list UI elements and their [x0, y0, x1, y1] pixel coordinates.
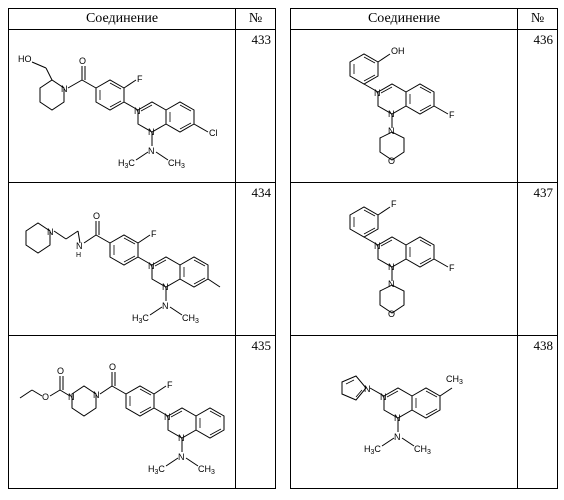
compound-number-cell: 436 — [518, 30, 558, 183]
svg-text:CH3: CH3 — [198, 464, 215, 476]
left-compound-table: Соединение № HO N O — [8, 8, 276, 489]
table-row: HO N O F — [9, 30, 276, 183]
svg-text:N: N — [162, 282, 169, 292]
compound-number-cell: 435 — [236, 336, 276, 489]
svg-text:N: N — [388, 262, 395, 272]
col-compound-header: Соединение — [291, 9, 518, 30]
svg-text:N: N — [388, 109, 395, 119]
svg-text:N: N — [178, 452, 185, 462]
structure-435: O O N N O — [12, 342, 232, 482]
svg-text:N: N — [374, 88, 381, 98]
svg-text:CH3: CH3 — [182, 313, 199, 325]
svg-text:O: O — [388, 156, 395, 166]
svg-text:N: N — [148, 261, 155, 271]
svg-text:F: F — [449, 263, 455, 273]
compound-number-cell: 433 — [236, 30, 276, 183]
svg-text:O: O — [42, 392, 49, 402]
compound-number-cell: 437 — [518, 183, 558, 336]
table-header-row: Соединение № — [291, 9, 558, 30]
structure-437: F N N F N — [294, 185, 514, 333]
svg-text:N: N — [76, 241, 83, 251]
svg-text:N: N — [93, 390, 100, 400]
svg-text:CH3: CH3 — [168, 158, 185, 170]
table-row: N N N CH3 N — [291, 336, 558, 489]
svg-text:F: F — [167, 380, 173, 390]
svg-text:H: H — [76, 252, 81, 259]
svg-text:HO: HO — [18, 54, 32, 64]
svg-text:N: N — [148, 146, 155, 156]
svg-text:O: O — [93, 211, 100, 221]
col-number-header: № — [518, 9, 558, 30]
right-compound-table: Соединение № OH — [290, 8, 558, 489]
table-header-row: Соединение № — [9, 9, 276, 30]
svg-text:N: N — [162, 301, 169, 311]
tables-container: Соединение № HO N O — [8, 8, 556, 489]
svg-text:F: F — [151, 229, 157, 239]
svg-text:N: N — [394, 413, 401, 423]
col-compound-header: Соединение — [9, 9, 236, 30]
col-number-header: № — [236, 9, 276, 30]
structure-438: N N N CH3 N — [294, 338, 514, 486]
table-row: O O N N O — [9, 336, 276, 489]
compound-structure-cell: OH N N F N — [291, 30, 518, 183]
structure-434: N N H O — [12, 189, 232, 329]
compound-structure-cell: N N H O — [9, 183, 236, 336]
svg-text:F: F — [449, 110, 455, 120]
svg-text:O: O — [109, 362, 116, 372]
svg-text:N: N — [178, 433, 185, 443]
svg-text:CH3: CH3 — [446, 374, 463, 386]
svg-text:N: N — [364, 384, 371, 394]
svg-text:N: N — [61, 84, 68, 94]
svg-text:H3C: H3C — [364, 444, 381, 456]
compound-number-cell: 434 — [236, 183, 276, 336]
structure-436: OH N N F N — [294, 32, 514, 180]
svg-text:O: O — [57, 366, 64, 376]
svg-text:N: N — [374, 241, 381, 251]
table-row: OH N N F N — [291, 30, 558, 183]
svg-text:N: N — [164, 412, 171, 422]
table-row: F N N F N — [291, 183, 558, 336]
compound-structure-cell: F N N F N — [291, 183, 518, 336]
svg-text:H3C: H3C — [148, 464, 165, 476]
svg-text:H3C: H3C — [132, 313, 149, 325]
compound-structure-cell: N N N CH3 N — [291, 336, 518, 489]
svg-text:N: N — [380, 392, 387, 402]
svg-text:F: F — [391, 199, 397, 209]
compound-structure-cell: O O N N O — [9, 336, 236, 489]
svg-text:N: N — [388, 279, 395, 289]
svg-text:N: N — [394, 432, 401, 442]
table-row: N N H O — [9, 183, 276, 336]
svg-text:O: O — [79, 56, 86, 66]
svg-text:CH3: CH3 — [414, 444, 431, 456]
svg-text:OH: OH — [391, 46, 405, 56]
svg-text:N: N — [388, 126, 395, 136]
svg-text:N: N — [47, 227, 54, 237]
compound-number-cell: 438 — [518, 336, 558, 489]
svg-text:O: O — [388, 309, 395, 319]
svg-text:H3C: H3C — [118, 158, 135, 170]
svg-text:N: N — [148, 127, 155, 137]
svg-text:Cl: Cl — [209, 128, 218, 138]
compound-structure-cell: HO N O F — [9, 30, 236, 183]
svg-text:F: F — [137, 74, 143, 84]
structure-433: HO N O F — [12, 36, 232, 176]
svg-text:N: N — [134, 106, 141, 116]
